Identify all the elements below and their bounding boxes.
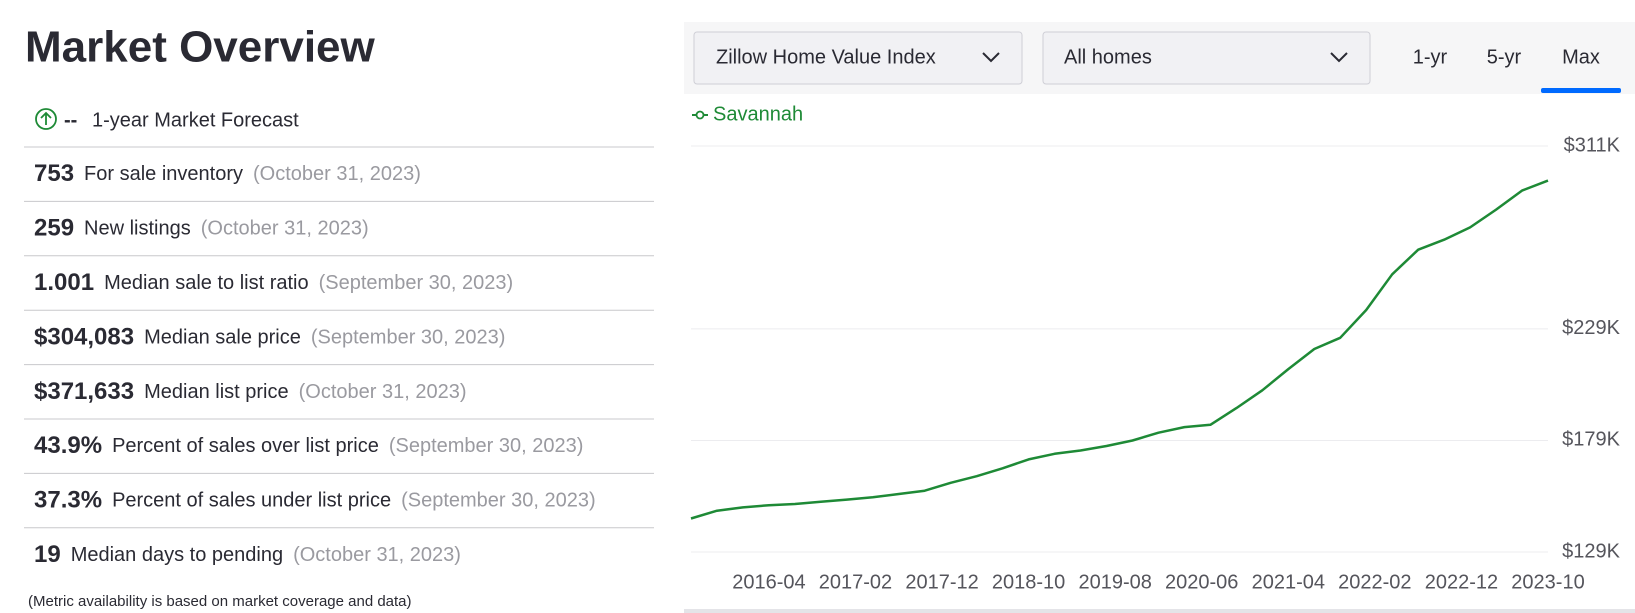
x-tick-label: 2022-02: [1338, 571, 1411, 593]
metrics-list: 753 For sale inventory (October 31, 2023)2…: [24, 146, 654, 568]
x-tick-label: 2016-04: [732, 571, 805, 593]
metric-row: 1.001 Median sale to list ratio (September…: [34, 269, 513, 296]
y-tick-label: $311K: [1564, 134, 1621, 156]
chevron: [1330, 52, 1348, 63]
metric-date: (October 31, 2023): [299, 381, 467, 403]
x-tick-label: 2019-08: [1078, 571, 1151, 593]
x-tick-label: 2021-04: [1252, 571, 1325, 593]
active-tab-indicator: [1541, 88, 1621, 93]
metric-label: Percent of sales over list price: [112, 435, 379, 457]
metric-row: $304,083 Median sale price (September 30, …: [34, 324, 505, 351]
metric-label: Median sale to list ratio: [104, 272, 309, 294]
series-line: [690, 179, 1549, 520]
x-tick-label: 2023-10: [1511, 571, 1584, 593]
chevron: [982, 52, 1000, 63]
metric-row: $371,633 Median list price (October 31, 20…: [34, 378, 467, 405]
title: Market Overview: [25, 23, 376, 72]
metric-value: 259: [34, 215, 74, 242]
range-tab[interactable]: Max: [1562, 46, 1600, 68]
chart: $129K $179K $229K $311K 2016-04 2017-02 2017-1…: [690, 134, 1621, 593]
x-tick-label: 2018-10: [992, 571, 1065, 593]
y-tick-label: $129K: [1562, 540, 1620, 562]
metric-value: 37.3%: [34, 487, 102, 514]
metric-date: (September 30, 2023): [319, 272, 514, 294]
metric-date: (October 31, 2023): [201, 218, 369, 240]
legend-label: Savannah: [713, 103, 803, 125]
metric-row: 259 New listings (October 31, 2023): [34, 215, 369, 242]
forecast-label: 1-year Market Forecast: [92, 109, 299, 131]
metric-value: 19: [34, 541, 61, 568]
metric-date: (October 31, 2023): [293, 544, 461, 566]
y-tick-label: $229K: [1562, 317, 1620, 339]
home-type-select[interactable]: [1042, 31, 1371, 85]
metric-label: For sale inventory: [84, 163, 243, 185]
metric-date: (September 30, 2023): [311, 327, 506, 349]
index-select[interactable]: [693, 31, 1023, 85]
metric-value: 43.9%: [34, 433, 102, 460]
x-tick-label: 2017-12: [905, 571, 978, 593]
home-type-select-text: All homes: [1064, 46, 1152, 68]
metric-value: $304,083: [34, 324, 134, 351]
metric-date: (September 30, 2023): [401, 490, 596, 512]
x-tick-label: 2022-12: [1425, 571, 1498, 593]
metric-label: New listings: [84, 218, 191, 240]
index-select-text: Zillow Home Value Index: [716, 46, 936, 68]
metric-label: Median days to pending: [71, 544, 283, 566]
metric-row: 753 For sale inventory (October 31, 2023): [34, 161, 421, 188]
x-tick-label: 2017-02: [819, 571, 892, 593]
metric-row: 37.3% Percent of sales under list price (S…: [34, 487, 596, 514]
forecast-arrow: [40, 111, 52, 125]
y-tick-label: $179K: [1562, 429, 1620, 451]
metric-date: (October 31, 2023): [253, 163, 421, 185]
metric-row: 43.9% Percent of sales over list price (Se…: [34, 433, 583, 460]
metric-label: Percent of sales under list price: [112, 490, 391, 512]
metric-label: Median sale price: [144, 327, 301, 349]
x-tick-label: 2020-06: [1165, 571, 1238, 593]
metric-value: $371,633: [34, 378, 134, 405]
forecast-icon: [35, 108, 57, 130]
footnote: (Metric availability is based on market …: [28, 593, 412, 610]
metric-row: 19 Median days to pending (October 31, 202…: [34, 541, 461, 568]
range-tab[interactable]: 1-yr: [1413, 46, 1448, 68]
metric-value: 753: [34, 161, 74, 188]
metric-date: (September 30, 2023): [389, 435, 584, 457]
legend-marker: [695, 110, 705, 120]
metric-label: Median list price: [144, 381, 289, 403]
range-tabs: 1-yr 5-yr Max: [1413, 46, 1621, 93]
range-tab[interactable]: 5-yr: [1487, 46, 1522, 68]
metric-value: 1.001: [34, 269, 94, 296]
forecast-value: --: [64, 109, 77, 131]
